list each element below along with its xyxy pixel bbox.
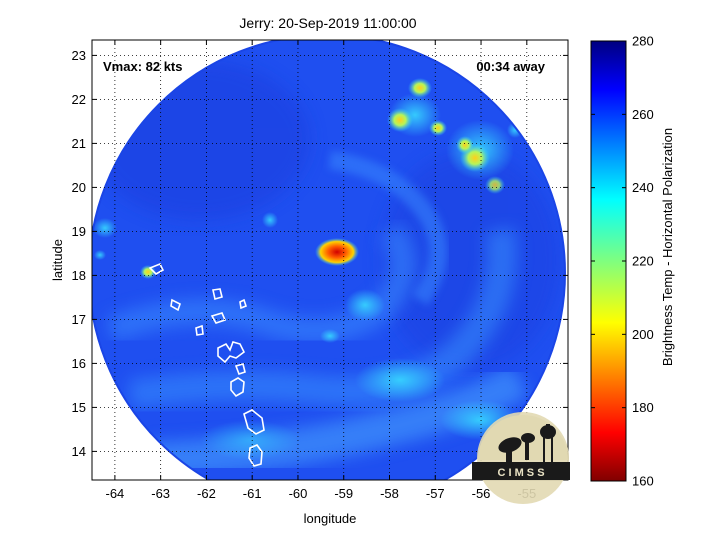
y-tick-label: 14 bbox=[72, 444, 86, 459]
convective-cell bbox=[387, 108, 413, 132]
cyan-patch bbox=[93, 218, 117, 238]
y-tick-label: 22 bbox=[72, 92, 86, 107]
y-tick-label: 19 bbox=[72, 224, 86, 239]
convective-cell bbox=[94, 250, 106, 260]
colorbar-tick-label: 160 bbox=[632, 474, 654, 489]
logo-text: C I M S S bbox=[497, 467, 544, 479]
island-outline bbox=[210, 312, 227, 324]
coastlines bbox=[148, 262, 265, 467]
cimss-logo: C I M S S bbox=[472, 412, 570, 504]
colorbar bbox=[590, 40, 627, 482]
map-title: Jerry: 20-Sep-2019 11:00:00 bbox=[239, 15, 416, 31]
vmax-label: Vmax: 82 kts bbox=[103, 59, 183, 74]
x-tick-label: -60 bbox=[289, 486, 308, 501]
colorbar-tick-label: 240 bbox=[632, 180, 654, 195]
plot-frame bbox=[91, 39, 569, 481]
colorbar-tick-label: 280 bbox=[632, 34, 654, 49]
y-tick-label: 21 bbox=[72, 136, 86, 151]
cyan-patch bbox=[262, 212, 278, 228]
island-outline bbox=[243, 409, 265, 435]
y-axis: 14 15 16 17 18 19 20 21 22 23 bbox=[72, 48, 568, 459]
cyan-patch bbox=[345, 289, 385, 321]
logo-satellite-dish-icon bbox=[498, 433, 535, 462]
island-outline bbox=[170, 298, 181, 312]
y-tick-label: 18 bbox=[72, 268, 86, 283]
hurricane-core bbox=[315, 238, 359, 266]
island-outline bbox=[195, 324, 204, 336]
convective-cell bbox=[429, 120, 447, 136]
island-outline bbox=[217, 341, 246, 364]
cyan-patch bbox=[200, 420, 300, 460]
swath-edge bbox=[92, 40, 566, 480]
x-tick-label: -56 bbox=[472, 486, 491, 501]
x-tick-label: -58 bbox=[380, 486, 399, 501]
x-tick-label: -61 bbox=[243, 486, 262, 501]
y-tick-label: 17 bbox=[72, 312, 86, 327]
convective-cell bbox=[485, 176, 505, 194]
logo-water-tower-icon bbox=[540, 424, 556, 463]
island-outline bbox=[248, 444, 263, 467]
x-tick-label: -57 bbox=[426, 486, 445, 501]
logo-banner bbox=[472, 462, 570, 480]
colorbar-label: Brightness Temp - Horizontal Polarizatio… bbox=[660, 128, 675, 366]
y-tick-label: 23 bbox=[72, 48, 86, 63]
y-tick-label: 20 bbox=[72, 180, 86, 195]
island-outline bbox=[239, 298, 247, 310]
cyan-patch bbox=[320, 329, 340, 343]
colorbar-tick-label: 220 bbox=[632, 254, 654, 269]
cyan-patch bbox=[355, 358, 445, 402]
logo-sun bbox=[477, 412, 569, 504]
x-tick-label: -63 bbox=[151, 486, 170, 501]
convective-cell bbox=[408, 78, 432, 98]
time-away-label: 00:34 away bbox=[476, 59, 545, 74]
island-outline bbox=[148, 262, 165, 275]
colorbar-tick-label: 180 bbox=[632, 400, 654, 415]
y-axis-label: latitude bbox=[50, 239, 65, 281]
island-outline bbox=[234, 363, 246, 376]
x-tick-label: -64 bbox=[105, 486, 124, 501]
y-tick-label: 16 bbox=[72, 356, 86, 371]
colorbar-ticks: 160 180 200 220 240 260 280 bbox=[591, 34, 654, 489]
y-tick-label: 15 bbox=[72, 400, 86, 415]
spiral-band bbox=[105, 222, 416, 344]
island-outline bbox=[230, 377, 245, 398]
x-axis-label: longitude bbox=[304, 511, 357, 526]
x-tick-label: -62 bbox=[197, 486, 216, 501]
grid-lines bbox=[92, 40, 568, 480]
x-tick-label: -59 bbox=[334, 486, 353, 501]
island-outline bbox=[212, 288, 223, 301]
colorbar-tick-label: 260 bbox=[632, 107, 654, 122]
colorbar-tick-label: 200 bbox=[632, 327, 654, 342]
convective-cell bbox=[456, 136, 474, 154]
spiral-band bbox=[328, 151, 447, 306]
